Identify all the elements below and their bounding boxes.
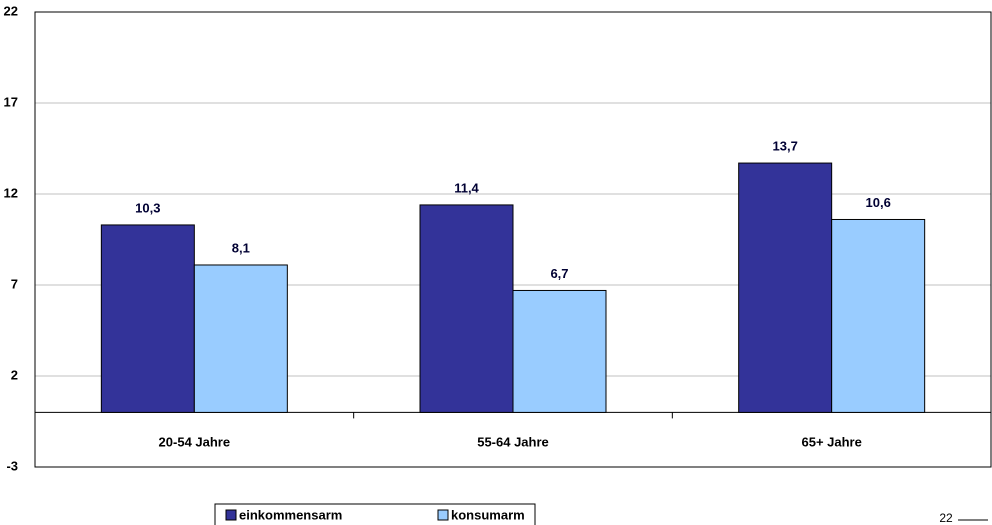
y-tick-label: 2 (11, 367, 18, 382)
y-tick-label: 7 (11, 276, 18, 291)
x-tick-label: 55-64 Jahre (477, 434, 549, 449)
legend-box (214, 503, 536, 525)
bar (100, 224, 195, 413)
value-label: 6,7 (550, 266, 568, 281)
page-number: 22 (939, 511, 953, 525)
y-tick-label: 17 (4, 94, 18, 109)
value-label: 13,7 (773, 138, 798, 153)
value-label: 11,4 (454, 180, 479, 195)
legend-swatch (437, 509, 449, 521)
legend-label: konsumarm (451, 507, 525, 522)
legend-label: einkommensarm (239, 507, 342, 522)
plot-border (34, 11, 992, 468)
value-label: 10,6 (866, 195, 891, 210)
y-tick-label: 22 (4, 3, 18, 18)
bar (738, 162, 833, 413)
bar (512, 289, 607, 413)
bar (831, 218, 926, 413)
legend-swatch (225, 509, 237, 521)
y-tick-label: 12 (4, 185, 18, 200)
x-tick-label: 65+ Jahre (801, 434, 861, 449)
value-label: 10,3 (135, 200, 160, 215)
bar (193, 264, 288, 413)
bar (419, 204, 514, 413)
y-tick-label: -3 (6, 458, 18, 473)
x-tick-label: 20-54 Jahre (159, 434, 231, 449)
value-label: 8,1 (232, 240, 250, 255)
